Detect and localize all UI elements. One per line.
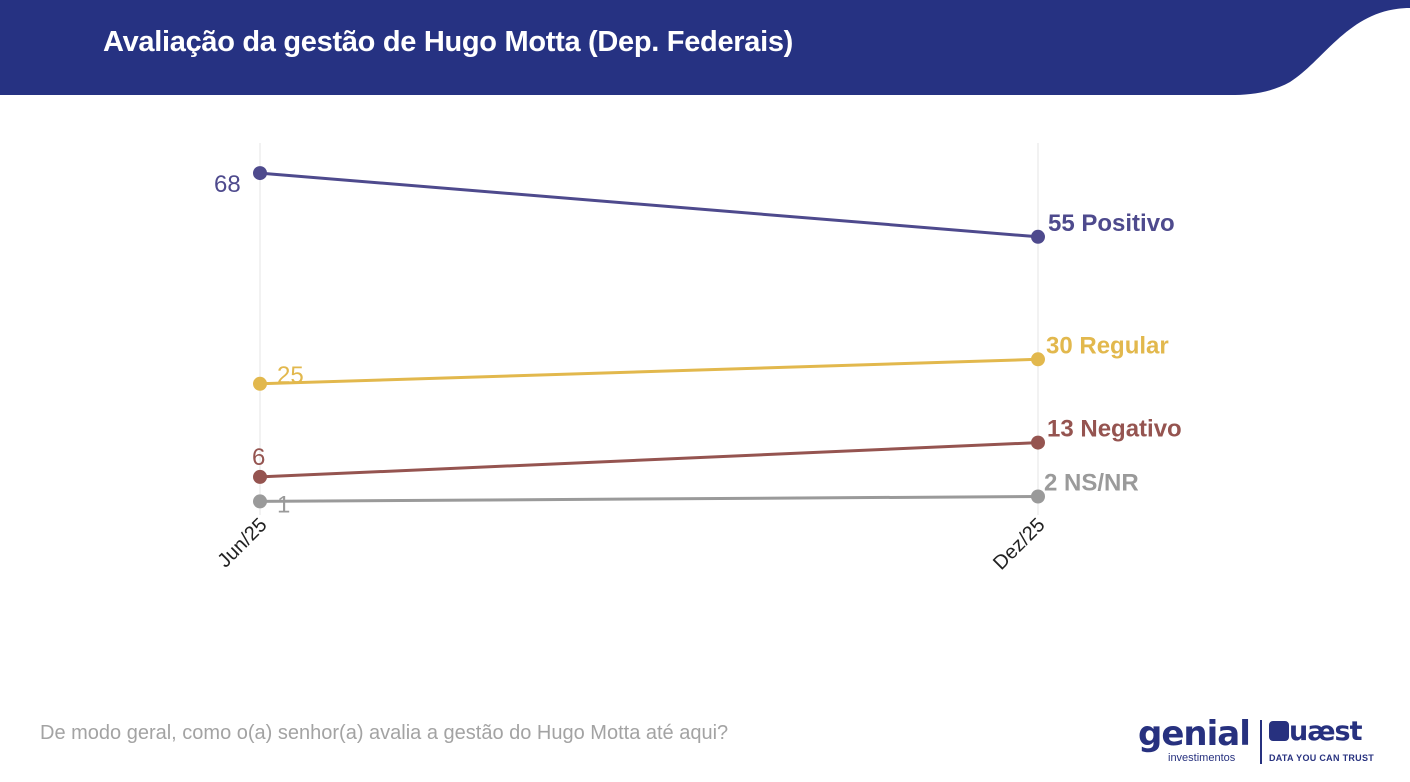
data-point-ns-nr-2 <box>1031 489 1045 504</box>
header-band-shape <box>0 0 1410 95</box>
survey-question: De modo geral, como o(a) senhor(a) avali… <box>40 722 729 744</box>
genial-tagline: investimentos <box>1168 752 1236 764</box>
chart-gridlines <box>259 143 1039 515</box>
end-label-positivo: 55 Positivo <box>1048 210 1175 237</box>
quaest-logo-mark <box>1269 721 1289 741</box>
quaest-tagline: DATA YOU CAN TRUST <box>1269 753 1375 763</box>
series-ns-nr: 1 2 NS/NR <box>253 470 1139 518</box>
x-axis-ticks: Jun/25 Dez/25 <box>214 514 1050 574</box>
header-band <box>0 0 1410 95</box>
start-label-regular: 25 <box>277 362 304 389</box>
genial-logo: genial <box>1138 714 1251 754</box>
series-negativo: 6 13 Negativo <box>252 416 1182 484</box>
line-chart: 68 55 Positivo 25 30 Regular 6 13 Negativo 1 2 … <box>214 143 1182 574</box>
series-line-ns-nr <box>259 495 1039 503</box>
series-positivo: 68 55 Positivo <box>214 166 1175 244</box>
series-line-regular <box>259 357 1039 386</box>
data-point-negativo-1 <box>253 469 267 484</box>
x-tick-label-1: Jun/25 <box>214 514 272 572</box>
header-banner: Avaliação da gestão de Hugo Motta (Dep. … <box>0 0 1410 96</box>
end-label-negativo: 13 Negativo <box>1047 416 1182 443</box>
brand-logos: genial investimentos uæst DATA YOU CAN T… <box>1138 712 1378 772</box>
data-point-positivo-2 <box>1031 229 1045 244</box>
series-regular: 25 30 Regular <box>253 332 1169 391</box>
data-point-regular-2 <box>1031 352 1045 367</box>
end-label-ns-nr: 2 NS/NR <box>1044 470 1139 497</box>
chart-series: 68 55 Positivo 25 30 Regular 6 13 Negativo 1 2 … <box>214 166 1182 518</box>
series-line-positivo <box>259 171 1039 239</box>
data-point-negativo-2 <box>1031 435 1045 450</box>
data-point-regular-1 <box>253 376 267 391</box>
series-line-negativo <box>259 441 1039 479</box>
start-label-ns-nr: 1 <box>277 491 290 518</box>
start-label-positivo: 68 <box>214 171 241 198</box>
quaest-logo: uæst <box>1289 716 1362 747</box>
page-title: Avaliação da gestão de Hugo Motta (Dep. … <box>103 26 794 58</box>
data-point-positivo-1 <box>253 166 267 181</box>
end-label-regular: 30 Regular <box>1046 332 1169 359</box>
data-point-ns-nr-1 <box>253 494 267 509</box>
x-tick-label-2: Dez/25 <box>989 514 1049 574</box>
start-label-negativo: 6 <box>252 444 265 471</box>
logo-divider <box>1260 720 1262 764</box>
